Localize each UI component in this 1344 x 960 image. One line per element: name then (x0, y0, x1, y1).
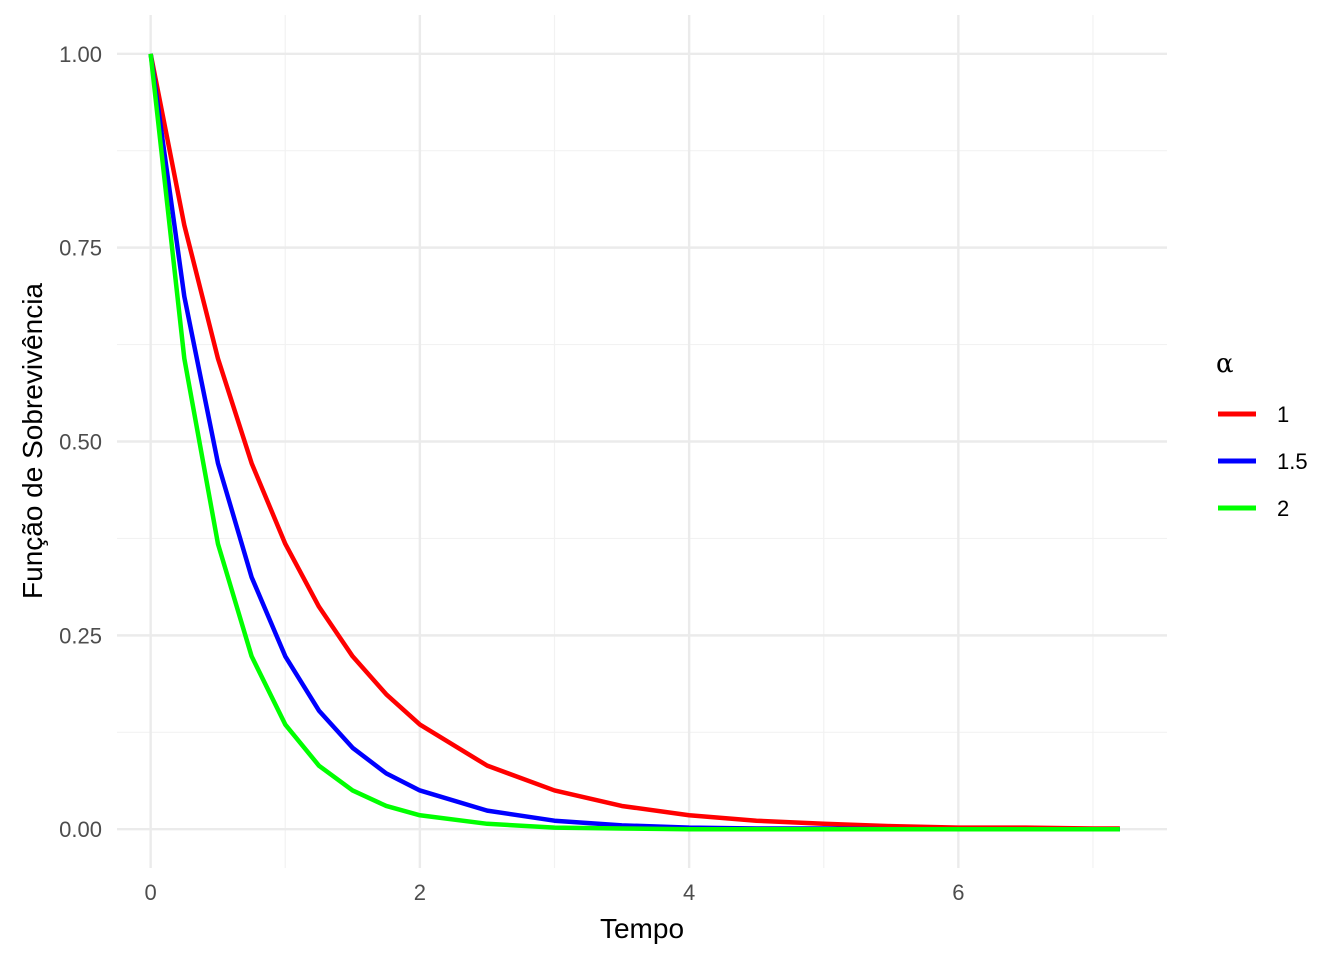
y-tick-label: 0.25 (59, 623, 102, 648)
legend-label-2: 2 (1277, 496, 1289, 521)
x-tick-label: 6 (952, 880, 964, 905)
x-tick-label: 0 (145, 880, 157, 905)
x-axis-ticks: 0 2 4 6 (145, 880, 965, 905)
y-tick-label: 0.50 (59, 430, 102, 455)
legend-label-0: 1 (1277, 402, 1289, 427)
legend-label-1: 1.5 (1277, 449, 1308, 474)
x-tick-label: 4 (683, 880, 695, 905)
legend: α 1 1.5 2 (1216, 349, 1308, 521)
y-tick-label: 1.00 (59, 42, 102, 67)
x-tick-label: 2 (414, 880, 426, 905)
y-tick-label: 0.75 (59, 236, 102, 261)
y-tick-label: 0.00 (59, 817, 102, 842)
y-axis-ticks: 0.00 0.25 0.50 0.75 1.00 (59, 42, 102, 842)
series-line-2 (148, 53, 1120, 832)
major-grid (117, 15, 1167, 868)
series-lines (148, 53, 1120, 832)
legend-title: α (1216, 349, 1234, 379)
y-axis-title: Função de Sobrevivência (17, 283, 48, 599)
x-axis-title: Tempo (600, 913, 684, 944)
